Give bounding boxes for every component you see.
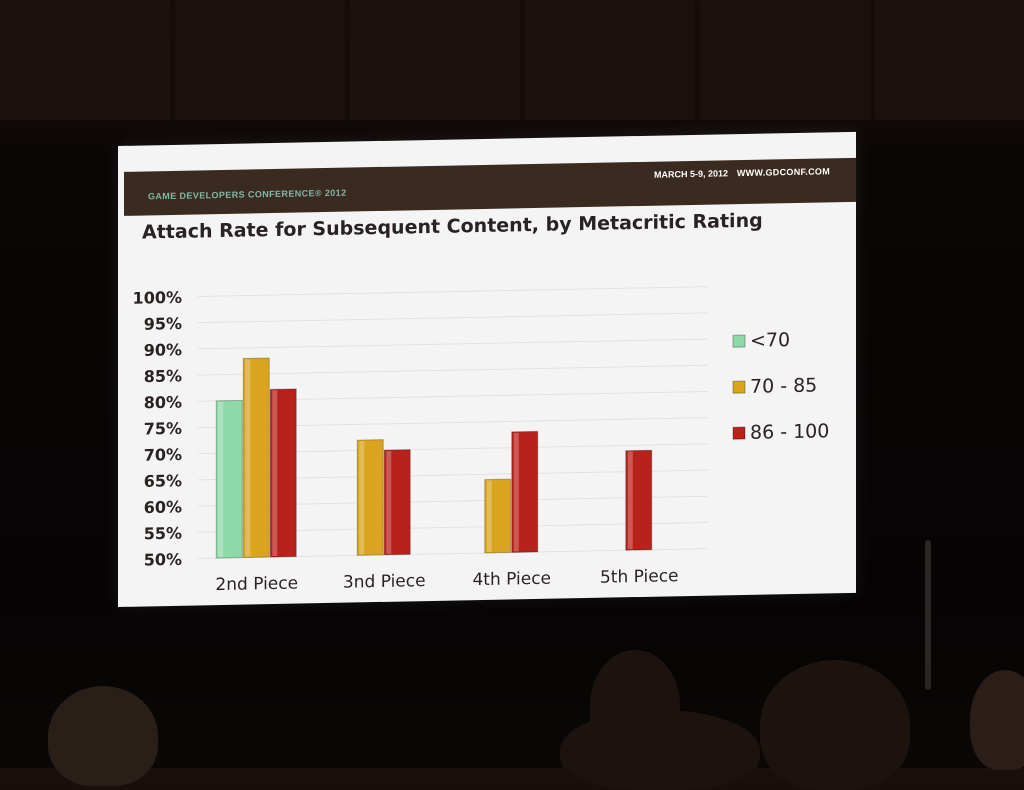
projection-screen: GAME DEVELOPERS CONFERENCE® 2012 MARCH 5…: [118, 131, 856, 607]
stage-backdrop: [0, 0, 1024, 120]
bar-highlight: [359, 440, 365, 555]
y-tick-label: 80%: [144, 393, 182, 413]
microphone-stand: [925, 540, 931, 690]
x-tick-label: 3nd Piece: [343, 571, 426, 593]
legend-swatch: [732, 380, 746, 394]
y-tick-label: 70%: [144, 445, 182, 465]
bar-chart: 50% 55% 60% 65% 70% 75% 80% 85% 90% 95% 100% 2nd Pi…: [133, 286, 829, 596]
bar-1-1: [356, 439, 384, 556]
x-tick-label: 4th Piece: [472, 569, 551, 591]
gridline: [198, 338, 708, 350]
x-tick-label: 2nd Piece: [215, 574, 298, 596]
legend-label: <70: [750, 329, 790, 352]
bar-0-2: [269, 388, 297, 558]
audience-head: [48, 686, 158, 786]
y-tick-label: 60%: [144, 497, 182, 517]
y-tick-label: 65%: [144, 471, 182, 491]
legend-swatch: [732, 334, 746, 348]
bar-2-2: [511, 430, 539, 553]
bar-highlight: [486, 480, 492, 552]
y-tick-label: 55%: [144, 524, 182, 544]
audience-shoulders: [560, 710, 760, 790]
audience-silhouettes: [0, 610, 1024, 790]
gridline: [198, 312, 708, 324]
bar-3-2: [625, 449, 653, 551]
audience-head: [760, 660, 910, 790]
x-tick-label: 5th Piece: [600, 566, 679, 588]
legend-swatch: [732, 426, 746, 440]
bar-highlight: [513, 432, 519, 552]
legend-label: 70 - 85: [750, 375, 817, 398]
gridline: [198, 364, 708, 376]
bar-highlight: [245, 359, 251, 557]
y-tick-label: 100%: [133, 288, 182, 308]
y-tick-label: 90%: [144, 340, 182, 360]
bar-2-1: [484, 478, 512, 554]
legend-label: 86 - 100: [750, 420, 829, 444]
bar-highlight: [627, 451, 633, 550]
bar-highlight: [218, 401, 224, 558]
y-tick-label: 75%: [144, 419, 182, 439]
gridline: [198, 286, 708, 297]
y-tick-label: 85%: [144, 366, 182, 386]
y-tick-label: 50%: [144, 550, 182, 570]
audience-head: [970, 670, 1024, 770]
bar-highlight: [386, 450, 392, 554]
y-tick-label: 95%: [144, 314, 182, 334]
bar-highlight: [272, 390, 278, 557]
bar-1-2: [383, 449, 411, 556]
bar-0-1: [242, 357, 270, 559]
bar-0-0: [215, 399, 243, 559]
